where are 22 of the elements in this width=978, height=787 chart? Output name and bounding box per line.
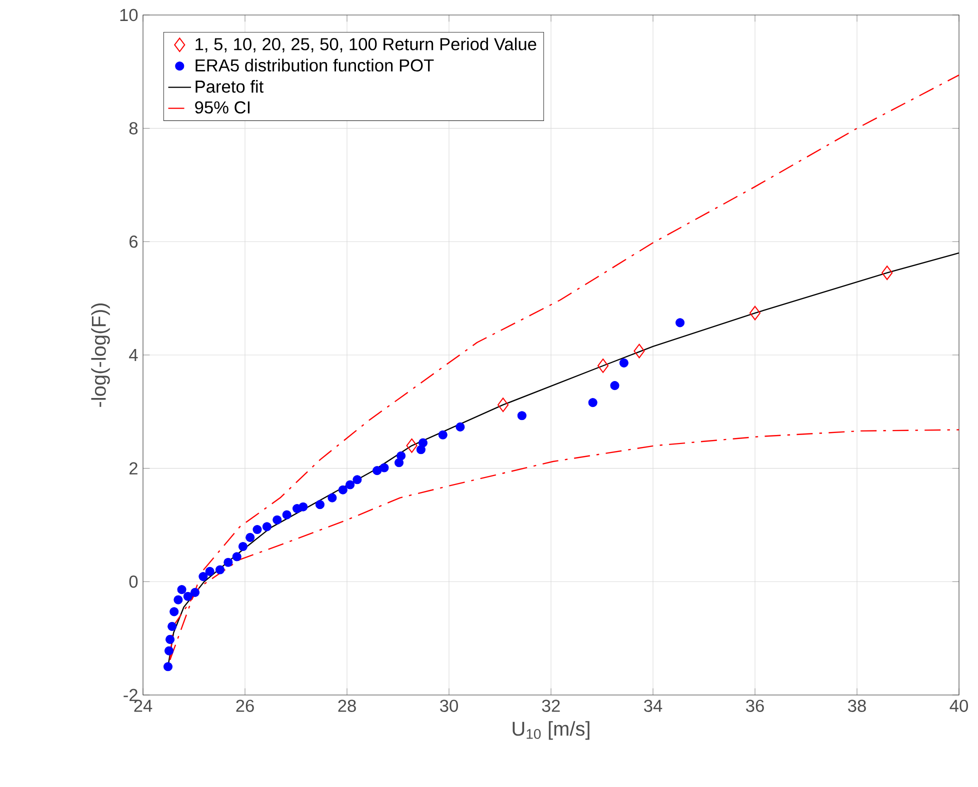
x-tick-label: 36: [746, 700, 764, 712]
x-tick-label: 28: [338, 700, 356, 712]
x-tick-label: 34: [644, 700, 662, 712]
legend-label: Pareto fit: [196, 80, 264, 93]
y-tick-label: 2: [130, 462, 138, 474]
x-tick-label: 40: [950, 700, 968, 712]
legend-label: ERA5 distribution function POT: [196, 58, 434, 72]
x-tick-label: 38: [848, 700, 866, 712]
x-axis-title: U$_{10}$ [m/s]: [512, 721, 590, 740]
y-tick-label: 10: [120, 8, 138, 22]
y-tick-label: 4: [129, 349, 138, 361]
legend-label: 1, 5, 10, 20, 25, 50, 100 Return Period Value: [196, 38, 536, 52]
x-tick-label: 32: [542, 700, 560, 712]
y-tick-label: 0: [129, 576, 138, 588]
y-tick-label: -2: [124, 688, 138, 702]
x-tick-label: 30: [440, 700, 458, 712]
y-tick-label: 6: [130, 236, 138, 248]
x-tick-label: 26: [236, 700, 254, 712]
y-tick-label: 8: [129, 122, 138, 134]
legend-label: 95% CI: [195, 101, 250, 114]
x-tick-label: 24: [134, 700, 152, 712]
y-axis-title: -log(-log(F)): [91, 303, 110, 407]
